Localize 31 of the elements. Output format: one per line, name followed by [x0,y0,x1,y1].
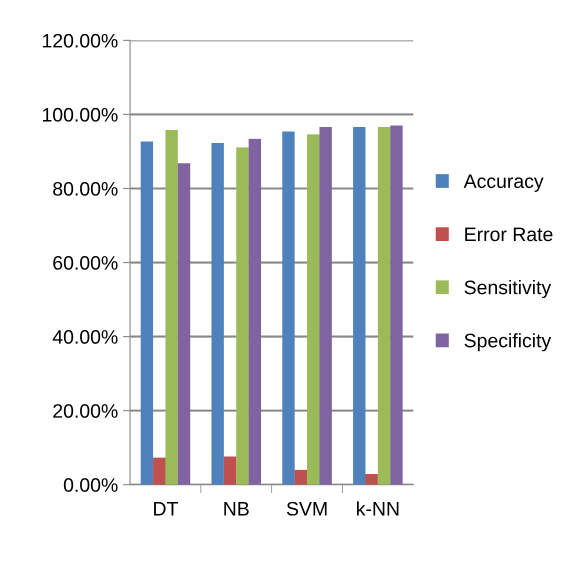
bar [140,141,154,485]
y-tick-label: 80.00% [53,182,118,196]
x-tick-label: SVM [286,502,327,516]
bar [165,130,178,485]
bar [307,134,320,485]
bar [224,456,236,485]
bar [294,470,308,485]
x-tick-label: NB [224,502,249,516]
legend-label: Specificity [464,333,552,352]
bar [236,147,249,485]
x-tick-label: DT [154,502,178,516]
bar [319,127,332,485]
y-tick-label: 40.00% [52,330,118,344]
y-tick-label: 20.00% [53,404,118,418]
bar [248,138,262,485]
y-tick-label: 120.00% [42,34,118,48]
bar [153,458,166,485]
bar [365,474,378,485]
legend-label: Sensitivity [464,280,552,298]
bar [178,163,190,485]
bar [390,126,403,485]
bar [282,131,295,485]
y-tick-label: 100.00% [42,108,118,122]
bar [353,127,366,485]
y-tick-label: 60.00% [53,256,118,270]
x-tick-label: k-NN [357,501,398,516]
bar [378,127,390,485]
y-tick-label: 0.00% [64,478,118,492]
legend-label: Error Rate [465,228,552,242]
bar [211,142,224,485]
legend-label: Accuracy [464,174,544,192]
